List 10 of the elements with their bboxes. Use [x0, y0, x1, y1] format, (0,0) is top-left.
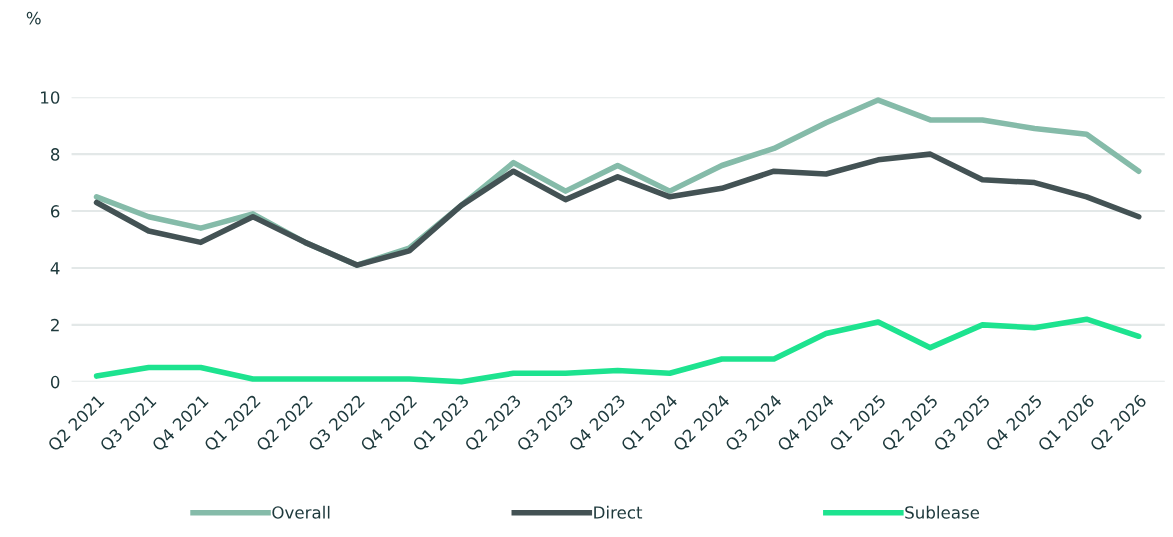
y-tick-label: 8	[50, 148, 60, 161]
y-tick-label: 6	[51, 205, 60, 218]
legend-label: Sublease	[905, 505, 980, 519]
y-tick-label: 10	[41, 91, 60, 104]
y-tick-label: 2	[51, 318, 59, 332]
y-tick-label: 4	[50, 262, 60, 275]
y-tick-label: 0	[50, 375, 60, 389]
y-axis-title: %	[26, 11, 41, 25]
legend-label: Overall	[272, 505, 330, 519]
legend-label: Direct	[594, 505, 643, 519]
